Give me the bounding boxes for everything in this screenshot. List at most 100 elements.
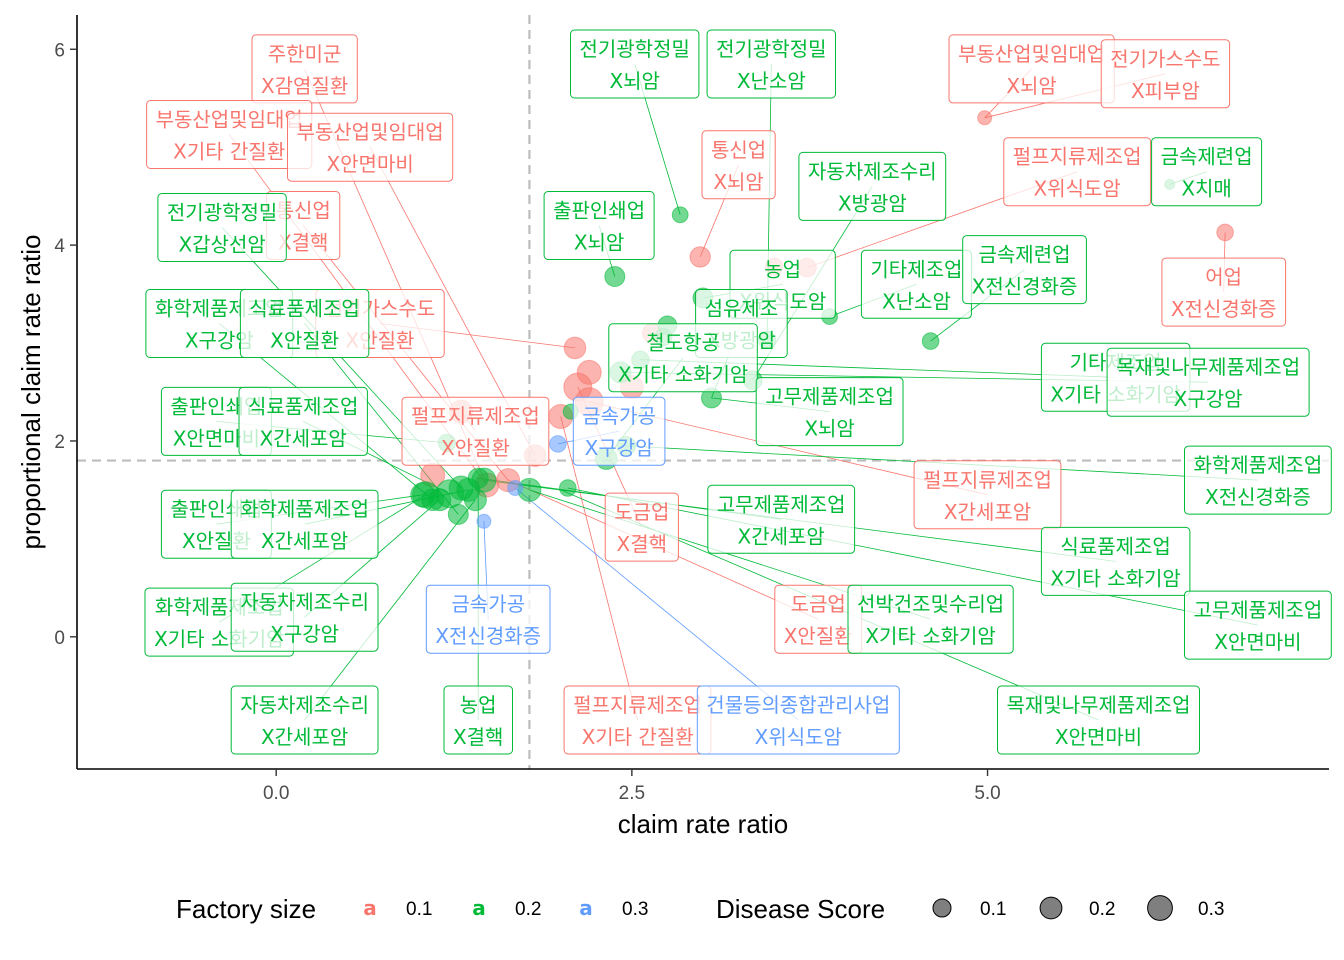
point-label: 선박건조및수리업 X기타 소화기암: [847, 584, 1014, 654]
label-line-1: 선박건조및수리업: [857, 592, 1004, 616]
label-line-2: X간세포암: [738, 524, 825, 548]
point-label: 통신업 X뇌암: [701, 130, 776, 200]
label-box: [798, 151, 947, 221]
y-axis-title: proportional claim rate ratio: [16, 234, 46, 549]
legend-color-key-glyph: a: [363, 896, 377, 920]
label-line-1: 펄프지류제조업: [573, 693, 702, 717]
label-line-1: 부동산업및임대업: [958, 42, 1105, 66]
point-label: 식료품제조업 X안질환: [239, 289, 370, 358]
point-label: 식료품제조업 X간세포암: [238, 386, 368, 456]
label-box: [997, 685, 1200, 755]
label-line-2: X안질환: [270, 329, 339, 353]
data-point: [448, 475, 474, 501]
point-label: 출판인쇄업 X뇌암: [543, 191, 655, 260]
legend: Factory size a 0.1 a 0.2 a 0.3 Disease Score …: [176, 894, 1224, 924]
label-box: [157, 193, 287, 262]
label-line-1: 전기광학정밀: [716, 37, 826, 61]
point-label: 도금업 X안질환: [774, 584, 863, 654]
point-label: 기타제조업 X난소암: [860, 249, 972, 319]
label-line-2: X위식도암: [755, 725, 842, 749]
point-label: 부동산업및임대업 X안면마비: [287, 112, 454, 182]
label-box: [1100, 39, 1231, 109]
reference-lines: [77, 15, 1329, 769]
point-label: 부동산업및임대업 X기타 간질환: [146, 100, 313, 169]
data-point: [421, 488, 445, 512]
label-line-2: X간세포암: [261, 725, 348, 749]
label-line-1: 고무제품제조업: [1193, 598, 1322, 622]
label-line-2: X결핵: [617, 532, 668, 556]
point-label: 철도항공 X기타 소화기암: [608, 323, 758, 393]
y-tick-label: 0: [54, 628, 65, 649]
legend-color-keys: a 0.1 a 0.2 a 0.3: [363, 896, 648, 920]
data-point: [689, 246, 711, 268]
label-line-1: 자동차제조수리: [808, 159, 937, 183]
label-line-1: 펄프지류제조업: [923, 468, 1052, 492]
label-line-1: 펄프지류제조업: [411, 404, 540, 428]
point-label: 고무제품제조업 X뇌암: [755, 377, 904, 447]
label-line-1: 출판인쇄업: [553, 199, 645, 223]
label-line-1: 금속제련업: [979, 243, 1071, 267]
label-box: [706, 29, 836, 99]
y-tick-label: 6: [54, 40, 65, 61]
point-label: 펄프지류제조업 X위식도암: [1003, 137, 1152, 207]
point-label: 자동차제조수리 X방광암: [798, 151, 947, 221]
label-box: [401, 396, 550, 466]
label-line-1: 도금업: [614, 500, 669, 524]
legend-size-key-circle: [1147, 895, 1173, 921]
legend-color-key-label: 0.2: [515, 899, 541, 920]
label-line-1: 부동산업및임대업: [156, 108, 303, 132]
x-axis-title: claim rate ratio: [618, 809, 789, 839]
label-box: [962, 235, 1087, 305]
point-label: 금속가공 X전신경화증: [425, 584, 551, 654]
point-label: 전기광학정밀 X난소암: [706, 29, 836, 99]
x-tick-label: 0.0: [263, 783, 289, 804]
label-line-1: 금속가공: [451, 592, 525, 616]
data-point: [1216, 223, 1234, 242]
legend-color-key-glyph: a: [579, 896, 593, 920]
data-point: [671, 206, 689, 224]
legend-color-key-label: 0.1: [406, 899, 432, 920]
label-line-2: X전신경화증: [435, 624, 541, 648]
data-point: [563, 336, 587, 360]
x-tick-label: 2.5: [619, 783, 645, 804]
point-label: 자동차제조수리 X구강암: [230, 582, 379, 652]
point-label: 자동차제조수리 X간세포암: [230, 685, 379, 755]
legend-color-title: Factory size: [176, 894, 316, 924]
point-label: 금속가공 X구강암: [572, 396, 666, 466]
label-line-1: 화학제품제조업: [1193, 453, 1322, 477]
label-line-2: X난소암: [737, 69, 806, 93]
legend-size-key-label: 0.1: [980, 899, 1006, 920]
label-box: [230, 489, 379, 559]
label-line-2: X전신경화증: [1171, 297, 1277, 321]
label-line-2: X기타 간질환: [582, 725, 694, 749]
label-box: [913, 460, 1062, 530]
label-line-1: 전기가스수도: [1110, 47, 1220, 71]
label-line-2: X전신경화증: [1205, 485, 1311, 509]
point-label: 화학제품제조업 X전신경화증: [1184, 445, 1332, 515]
label-line-2: X구강암: [270, 622, 339, 646]
label-line-1: 기타제조업: [870, 257, 962, 281]
label-box: [238, 386, 368, 456]
axes: [76, 15, 1329, 770]
label-box: [443, 685, 513, 755]
label-line-2: X갑상선암: [178, 233, 265, 257]
point-label: 금속제련업 X전신경화증: [962, 235, 1087, 305]
label-box: [1184, 590, 1332, 660]
label-line-1: 도금업: [791, 592, 846, 616]
x-tick-label: 5.0: [974, 783, 1000, 804]
label-line-2: X간세포암: [944, 500, 1031, 524]
label-line-2: X결핵: [453, 725, 504, 749]
point-label: 도금업 X결핵: [604, 492, 679, 562]
label-line-1: 농업: [460, 693, 497, 717]
label-line-1: 전기광학정밀: [579, 37, 689, 61]
point-label: 고무제품제조업 X안면마비: [1184, 590, 1332, 660]
label-line-2: X안질환: [784, 624, 853, 648]
label-box: [230, 685, 379, 755]
label-box: [707, 484, 856, 554]
legend-size-key-label: 0.3: [1198, 899, 1224, 920]
label-line-2: X뇌암: [574, 231, 625, 255]
point-label: 펄프지류제조업 X기타 간질환: [563, 685, 712, 755]
label-line-1: 고무제품제조업: [717, 492, 846, 516]
label-line-1: 자동차제조수리: [240, 590, 369, 614]
